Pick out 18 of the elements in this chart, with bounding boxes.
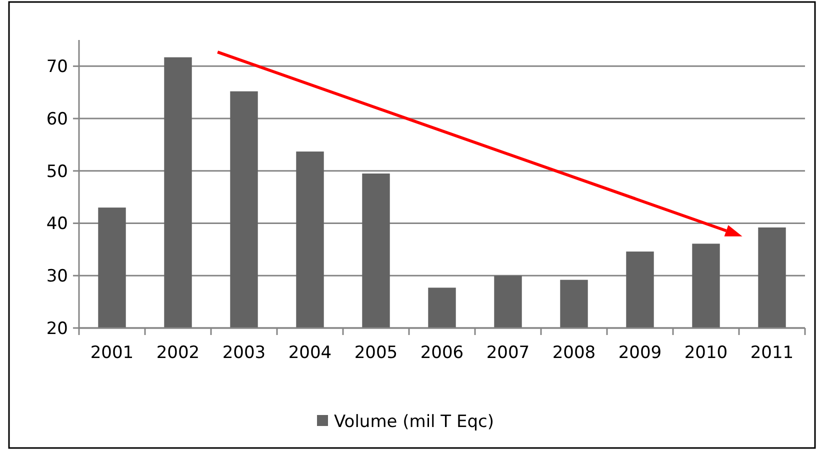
x-tick-label: 2011 xyxy=(750,343,794,363)
x-tick-label: 2002 xyxy=(156,343,200,363)
x-tick-label: 2004 xyxy=(288,343,332,363)
y-tick-label: 20 xyxy=(46,318,68,339)
y-tick-label: 30 xyxy=(46,266,68,287)
y-tick-label: 70 xyxy=(46,57,68,78)
x-tick-label: 2009 xyxy=(618,343,662,363)
x-tick-label: 2005 xyxy=(354,343,398,363)
x-tick-label: 2006 xyxy=(420,343,464,363)
x-tick-label: 2003 xyxy=(222,343,266,363)
x-tick-label: 2010 xyxy=(684,343,728,363)
x-tick-label: 2001 xyxy=(90,343,134,363)
y-tick-label: 40 xyxy=(46,214,68,234)
x-tick-label: 2008 xyxy=(552,343,596,363)
x-tick-label: 2007 xyxy=(486,343,530,363)
y-tick-label: 60 xyxy=(46,109,68,130)
legend-label: Volume (mil T Eqc) xyxy=(334,412,494,432)
y-tick-label: 50 xyxy=(46,162,68,182)
